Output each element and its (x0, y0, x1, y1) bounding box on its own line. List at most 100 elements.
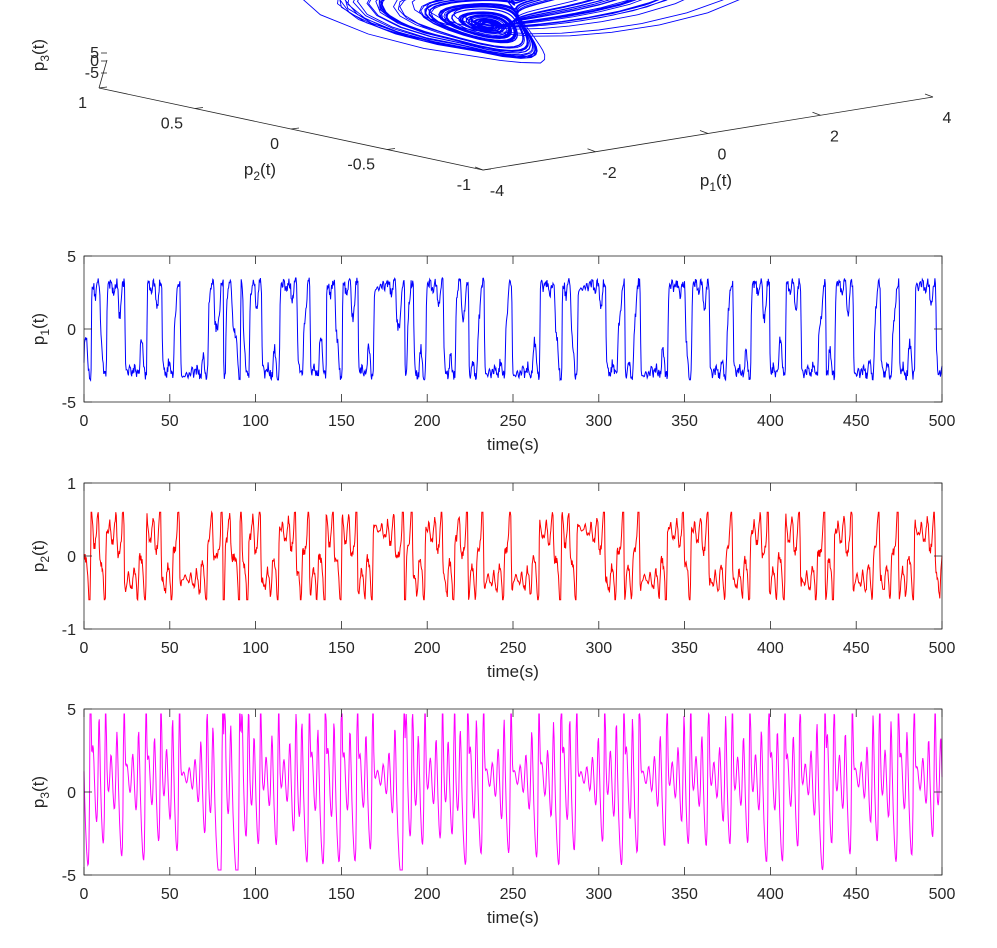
p1-xtick-label: 100 (242, 413, 269, 430)
y-tick-mark (194, 107, 204, 109)
p3-xlabel: time(s) (487, 908, 539, 927)
x-tick-label: 2 (830, 128, 839, 145)
x-axis-label: p1(t) (700, 171, 732, 194)
p2-ylabel: p2(t) (29, 540, 52, 572)
p1-xtick-label: 250 (500, 413, 527, 430)
z-tick-label: 0 (90, 53, 99, 70)
x-tick-mark (587, 148, 596, 153)
p2-xtick-label: 50 (161, 640, 179, 657)
p1-ytick-label: 0 (67, 322, 76, 339)
z-axis-label-sub: 3 (38, 55, 52, 62)
y-tick-label: 1 (78, 95, 87, 112)
p2-xtick-label: 350 (671, 640, 698, 657)
phase-trajectory (303, 0, 740, 64)
p1-xtick-label: 400 (757, 413, 784, 430)
p2-xtick-label: 150 (328, 640, 355, 657)
p3-xtick-label: 400 (757, 886, 784, 903)
y-axis-label-var: p (244, 160, 253, 179)
p1-ylabel: p1(t) (29, 313, 52, 345)
p2-xtick-label: 0 (80, 640, 89, 657)
p1-xlabel: time(s) (487, 435, 539, 454)
p1-xtick-label: 150 (328, 413, 355, 430)
x-tick-label: -2 (602, 165, 616, 182)
p1-ylabel-sub: 1 (38, 329, 52, 336)
p3-xtick-label: 250 (500, 886, 527, 903)
y-tick-label: -0.5 (347, 157, 375, 174)
y-tick-mark (482, 168, 492, 171)
p2-ylabel-sub: 2 (38, 556, 52, 563)
p2-axes-box (83, 482, 943, 630)
y-tick-label: 0 (270, 136, 279, 153)
p3-ytick-label: -5 (62, 868, 76, 885)
p3-series-line (83, 712, 943, 871)
p2-xtick-label: 250 (500, 640, 527, 657)
x-tick-label: 0 (718, 147, 727, 164)
p2-ytick-label: -1 (62, 622, 76, 639)
x-tick-mark (812, 111, 821, 116)
p3-ylabel: p3(t) (29, 776, 52, 808)
y-axis-label: p2(t) (244, 160, 276, 183)
y-tick-mark (98, 86, 108, 89)
x-axis-label-sub: 1 (709, 180, 716, 194)
x-axis-label-var: p (700, 171, 709, 190)
p1-ytick-label: -5 (62, 395, 76, 412)
p2-ytick-label: 1 (67, 476, 76, 493)
x-tick-mark (474, 166, 484, 171)
p3-xtick-label: 50 (161, 886, 179, 903)
x-tick-label: 4 (943, 110, 952, 127)
x-tick-mark (699, 130, 709, 134)
p2-xtick-label: 450 (843, 640, 870, 657)
p2-xtick-label: 500 (929, 640, 956, 657)
z-axis-label-arg: (t) (29, 39, 48, 55)
y-axis-label-arg: (t) (260, 160, 276, 179)
p2-ylabel-var: p (29, 563, 48, 572)
p2-ytick-label: 0 (67, 549, 76, 566)
p1-xtick-label: 500 (929, 413, 956, 430)
p2-xlabel: time(s) (487, 662, 539, 681)
p2-series-line (83, 510, 943, 602)
y-tick-mark (290, 127, 300, 130)
p3-xtick-label: 0 (80, 886, 89, 903)
p2-xtick-label: 300 (585, 640, 612, 657)
p3-xtick-label: 100 (242, 886, 269, 903)
y-tick-label: -1 (457, 177, 471, 194)
p3-xtick-label: 450 (843, 886, 870, 903)
p1-xtick-label: 200 (414, 413, 441, 430)
p1-xtick-label: 450 (843, 413, 870, 430)
p1-time-series-plot: 0 50 100 150 200 250 300 350 400 450 500-505time(s… (29, 249, 955, 454)
p1-xtick-label: 300 (585, 413, 612, 430)
p1-ylabel-arg: (t) (29, 313, 48, 329)
x-tick-label: -4 (490, 183, 504, 200)
p1-xtick-label: 0 (80, 413, 89, 430)
z-axis-line (98, 59, 108, 89)
p2-xtick-label: 200 (414, 640, 441, 657)
p2-xtick-label: 400 (757, 640, 784, 657)
p3-ylabel-var: p (29, 799, 48, 808)
z-axis-label-var: p (29, 62, 48, 71)
p3-ylabel-arg: (t) (29, 776, 48, 792)
p2-ylabel-arg: (t) (29, 540, 48, 556)
p2-time-series-plot: 0 50 100 150 200 250 300 350 400 450 500-101time(s… (29, 476, 955, 681)
y-tick-label: 0.5 (161, 116, 183, 133)
p1-xtick-label: 50 (161, 413, 179, 430)
p3-time-series-plot: 0 50 100 150 200 250 300 350 400 450 500-505time(s… (29, 702, 955, 927)
p3-xtick-label: 500 (929, 886, 956, 903)
p1-xtick-label: 350 (671, 413, 698, 430)
z-axis-label: p3(t) (29, 39, 52, 71)
p3-ylabel-sub: 3 (38, 792, 52, 799)
p3-ytick-label: 0 (67, 785, 76, 802)
y-tick-mark (386, 148, 396, 150)
p1-axes-box (83, 255, 943, 403)
z-tick-label: 5 (90, 45, 99, 62)
p3-xtick-label: 200 (414, 886, 441, 903)
p3-ytick-label: 5 (67, 702, 76, 719)
p3-xtick-label: 150 (328, 886, 355, 903)
p3-xtick-label: 300 (585, 886, 612, 903)
p1-ytick-label: 5 (67, 249, 76, 266)
y-axis-label-sub: 2 (253, 169, 260, 183)
z-tick-label: -5 (85, 65, 99, 82)
x-tick-mark (924, 93, 934, 98)
p3-xtick-label: 350 (671, 886, 698, 903)
